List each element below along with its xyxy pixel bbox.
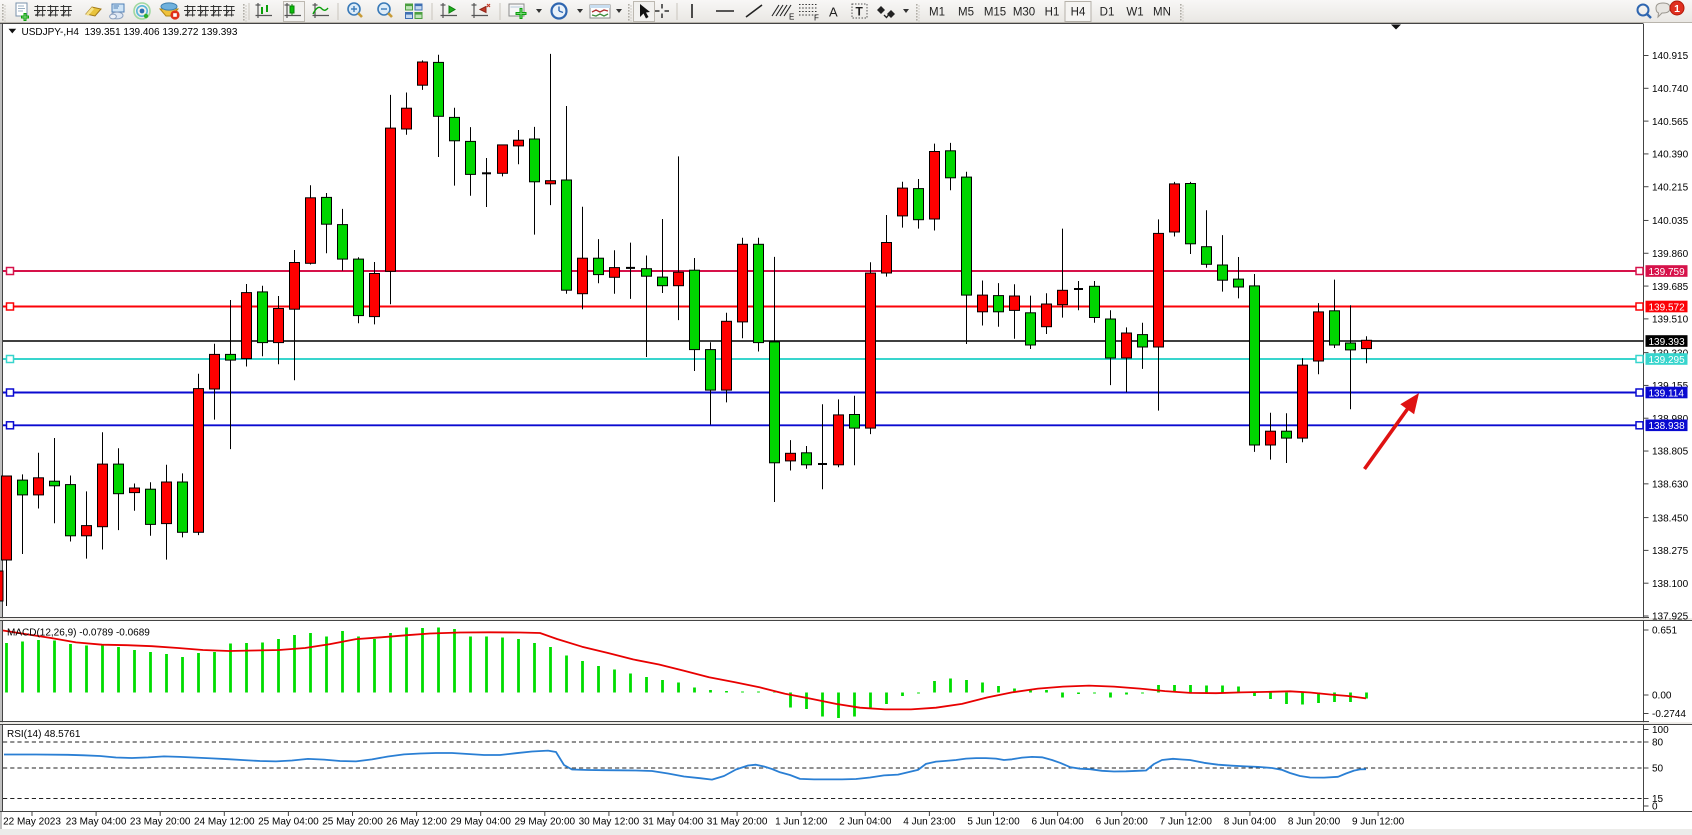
svg-text:140.035: 140.035	[1652, 216, 1689, 227]
svg-text:138.100: 138.100	[1652, 579, 1689, 590]
svg-text:137.925: 137.925	[1652, 612, 1689, 623]
svg-text:80: 80	[1652, 738, 1664, 749]
svg-text:1: 1	[1674, 3, 1680, 15]
svg-text:25 May 20:00: 25 May 20:00	[322, 817, 383, 828]
svg-text:139.114: 139.114	[1649, 388, 1685, 399]
svg-text:139.685: 139.685	[1652, 282, 1689, 293]
svg-text:100: 100	[1652, 725, 1669, 736]
svg-text:138.630: 138.630	[1652, 480, 1689, 491]
svg-text:H1: H1	[1045, 7, 1060, 19]
svg-text:USDJPY-,H4 139.351 139.406 13: USDJPY-,H4 139.351 139.406 139.272 139.3…	[22, 27, 238, 38]
svg-text:0: 0	[1652, 802, 1658, 813]
svg-text:4 Jun 23:00: 4 Jun 23:00	[903, 817, 956, 828]
svg-text:M15: M15	[984, 7, 1006, 19]
svg-text:138.450: 138.450	[1652, 513, 1689, 524]
svg-text:23 May 04:00: 23 May 04:00	[66, 817, 127, 828]
svg-text:8 Jun 04:00: 8 Jun 04:00	[1224, 817, 1277, 828]
svg-text:0.651: 0.651	[1652, 626, 1677, 637]
svg-text:M5: M5	[958, 7, 974, 19]
svg-text:139.393: 139.393	[1649, 337, 1686, 348]
svg-text:139.295: 139.295	[1649, 355, 1686, 366]
svg-text:1 Jun 12:00: 1 Jun 12:00	[775, 817, 828, 828]
svg-text:0.00: 0.00	[1652, 691, 1672, 702]
svg-text:139.572: 139.572	[1649, 302, 1686, 313]
svg-text:MN: MN	[1153, 7, 1171, 19]
svg-text:31 May 04:00: 31 May 04:00	[643, 817, 704, 828]
svg-text:138.805: 138.805	[1652, 447, 1689, 458]
svg-text:30 May 12:00: 30 May 12:00	[579, 817, 640, 828]
svg-text:140.915: 140.915	[1652, 51, 1689, 62]
svg-text:T: T	[856, 5, 864, 19]
svg-text:2 Jun 04:00: 2 Jun 04:00	[839, 817, 892, 828]
svg-text:139.155: 139.155	[1652, 381, 1689, 392]
svg-text:RSI(14) 48.5761: RSI(14) 48.5761	[7, 729, 81, 740]
svg-text:138.938: 138.938	[1649, 421, 1686, 432]
svg-text:138.275: 138.275	[1652, 546, 1689, 557]
svg-text:50: 50	[1652, 764, 1664, 775]
svg-text:A: A	[829, 5, 838, 20]
svg-text:139.510: 139.510	[1652, 315, 1689, 326]
svg-text:D1: D1	[1100, 7, 1115, 19]
svg-text:25 May 04:00: 25 May 04:00	[258, 817, 319, 828]
svg-text:140.565: 140.565	[1652, 117, 1689, 128]
svg-text:5 Jun 12:00: 5 Jun 12:00	[967, 817, 1020, 828]
svg-text:E: E	[789, 13, 794, 22]
svg-text:8 Jun 20:00: 8 Jun 20:00	[1288, 817, 1341, 828]
svg-text:-0.2744: -0.2744	[1652, 709, 1686, 720]
svg-text:MACD(12,26,9) -0.0789 -0.0689: MACD(12,26,9) -0.0789 -0.0689	[7, 628, 150, 639]
svg-text:24 May 12:00: 24 May 12:00	[194, 817, 255, 828]
svg-text:139.860: 139.860	[1652, 249, 1689, 260]
svg-text:29 May 20:00: 29 May 20:00	[514, 817, 575, 828]
svg-text:W1: W1	[1126, 7, 1143, 19]
svg-text:23 May 20:00: 23 May 20:00	[130, 817, 191, 828]
svg-text:6 Jun 20:00: 6 Jun 20:00	[1096, 817, 1149, 828]
svg-text:29 May 04:00: 29 May 04:00	[450, 817, 511, 828]
svg-text:9 Jun 12:00: 9 Jun 12:00	[1352, 817, 1405, 828]
svg-text:M1: M1	[929, 7, 945, 19]
svg-text:M30: M30	[1013, 7, 1035, 19]
svg-text:140.215: 140.215	[1652, 182, 1689, 193]
svg-text:31 May 20:00: 31 May 20:00	[707, 817, 768, 828]
svg-text:7 Jun 12:00: 7 Jun 12:00	[1160, 817, 1213, 828]
svg-text:F: F	[814, 14, 819, 23]
svg-text:H4: H4	[1071, 7, 1086, 19]
svg-text:140.740: 140.740	[1652, 84, 1689, 95]
svg-text:139.759: 139.759	[1649, 267, 1686, 278]
svg-text:22 May 2023: 22 May 2023	[3, 817, 61, 828]
svg-text:26 May 12:00: 26 May 12:00	[386, 817, 447, 828]
svg-text:6 Jun 04:00: 6 Jun 04:00	[1031, 817, 1084, 828]
svg-text:140.390: 140.390	[1652, 150, 1689, 161]
svg-text:138.980: 138.980	[1652, 414, 1689, 425]
svg-text:15: 15	[1652, 794, 1664, 805]
